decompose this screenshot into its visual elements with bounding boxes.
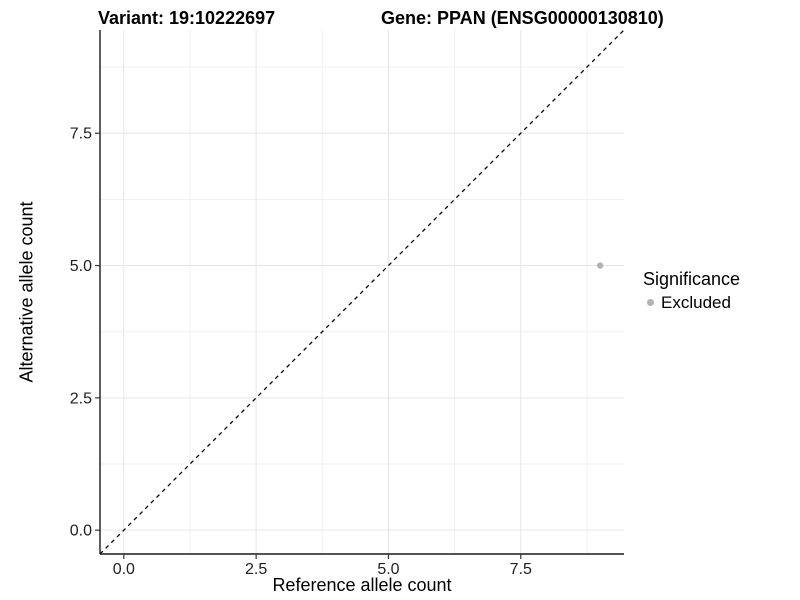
x-tick-label: 2.5 <box>245 561 267 578</box>
identity-dashed-line <box>99 29 625 555</box>
y-axis-title: Alternative allele count <box>16 201 37 383</box>
legend-item-excluded: Excluded <box>643 293 740 313</box>
variant-title: Variant: 19:10222697 <box>98 8 276 28</box>
x-tick-label: 0.0 <box>113 561 135 578</box>
x-tick-label: 5.0 <box>377 561 399 578</box>
excluded-point-swatch-icon <box>647 299 654 307</box>
y-tick-label: 2.5 <box>70 390 92 407</box>
data-point <box>596 262 604 269</box>
legend-title: Significance <box>643 269 741 289</box>
gene-title: Gene: PPAN (ENSG00000130810) <box>381 8 664 28</box>
y-tick-label: 5.0 <box>70 258 92 275</box>
y-tick-label: 7.5 <box>70 126 92 143</box>
x-tick-label: 7.5 <box>510 561 532 578</box>
legend: Significance Excluded <box>643 269 740 313</box>
legend-item-label: Excluded <box>661 292 731 312</box>
y-tick-label: 0.0 <box>70 523 92 540</box>
x-axis-title: Reference allele count <box>272 575 452 595</box>
